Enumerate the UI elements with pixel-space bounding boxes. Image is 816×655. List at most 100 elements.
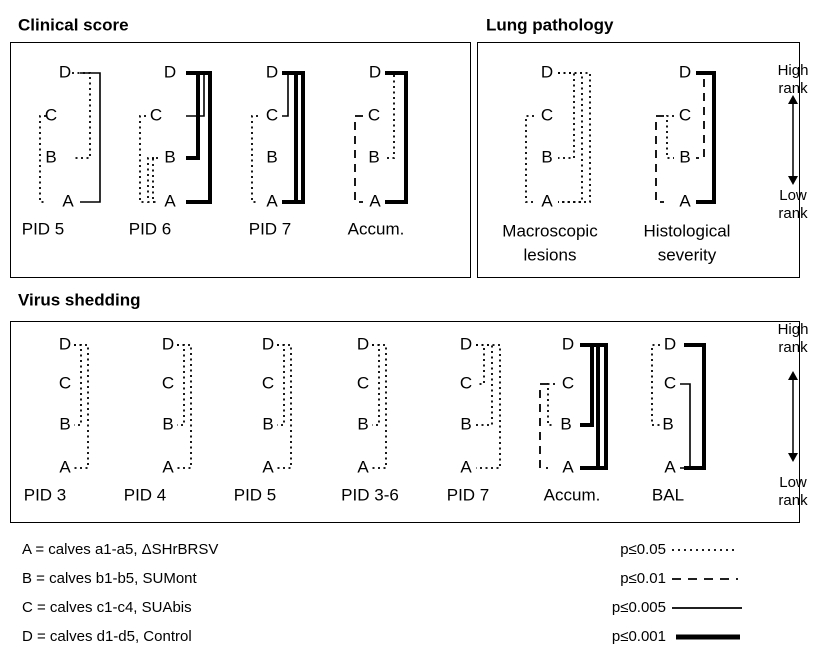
group-letter: C xyxy=(357,373,369,392)
panel-label: PID 5 xyxy=(22,219,65,238)
group-letter: B xyxy=(45,147,56,166)
significance-bracket xyxy=(152,157,158,203)
group-letter: B xyxy=(460,414,471,433)
virus-box xyxy=(10,321,800,523)
section-title: Lung pathology xyxy=(486,15,614,34)
group-letter: C xyxy=(679,105,691,124)
significance-bracket xyxy=(251,115,258,203)
legend-significance: p≤0.05 xyxy=(620,541,666,558)
arrow-head xyxy=(788,176,798,185)
group-letter: D xyxy=(59,62,71,81)
significance-bracket xyxy=(282,71,298,204)
significance-bracket xyxy=(39,115,46,203)
significance-bracket xyxy=(385,72,395,159)
group-letter: D xyxy=(262,334,274,353)
group-letter: A xyxy=(562,457,574,476)
significance-bracket xyxy=(666,115,674,159)
significance-bracket xyxy=(177,344,192,469)
group-letter: B xyxy=(59,414,70,433)
group-letter: D xyxy=(679,62,691,81)
significance-bracket xyxy=(655,115,664,203)
legend-lines xyxy=(672,549,742,640)
significance-bracket xyxy=(651,344,660,426)
group-letter: A xyxy=(59,457,71,476)
panel-label: lesions xyxy=(524,245,577,264)
panel-label: PID 3-6 xyxy=(341,485,399,504)
group-letter: B xyxy=(679,147,690,166)
significance-bracket xyxy=(558,72,583,203)
group-letter: C xyxy=(266,105,278,124)
significance-bracket xyxy=(354,115,363,203)
significance-bracket xyxy=(558,72,575,159)
panel-label: Macroscopic xyxy=(502,221,598,240)
significance-bracket xyxy=(684,343,706,470)
section-title: Virus shedding xyxy=(18,290,141,309)
panel-label: Histological xyxy=(644,221,731,240)
panel-label: Accum. xyxy=(544,485,601,504)
group-letter: A xyxy=(664,457,676,476)
panel-label: Accum. xyxy=(348,219,405,238)
lung-box xyxy=(477,42,800,278)
group-letter: C xyxy=(162,373,174,392)
group-letter: A xyxy=(460,457,472,476)
group-letter: B xyxy=(662,414,673,433)
group-letter: A xyxy=(679,191,691,210)
group-letter: C xyxy=(45,105,57,124)
panel-label: PID 5 xyxy=(234,485,277,504)
significance-bracket xyxy=(139,115,146,203)
group-letter: D xyxy=(357,334,369,353)
significance-bracket xyxy=(580,343,594,427)
rank-label: rank xyxy=(778,339,808,356)
significance-bracket xyxy=(580,343,608,470)
significance-bracket xyxy=(186,71,212,204)
group-letter: B xyxy=(357,414,368,433)
group-letter: A xyxy=(62,191,74,210)
group-letter: C xyxy=(562,373,574,392)
rank-label: High xyxy=(778,62,809,79)
significance-bracket xyxy=(277,344,292,469)
significance-bracket xyxy=(372,344,380,426)
group-letter: C xyxy=(460,373,472,392)
significance-bracket xyxy=(476,344,493,426)
significance-bracket xyxy=(74,344,82,426)
panel-label: severity xyxy=(658,245,717,264)
arrow-head xyxy=(788,371,798,380)
group-letter: B xyxy=(560,414,571,433)
group-letter: A xyxy=(164,191,176,210)
group-letter: C xyxy=(368,105,380,124)
panel-label: PID 6 xyxy=(129,219,172,238)
significance-bracket xyxy=(177,344,185,426)
group-letter: D xyxy=(664,334,676,353)
legend-group: B = calves b1-b5, SUMont xyxy=(22,570,198,587)
significance-bracket xyxy=(558,72,591,203)
significance-bracket xyxy=(372,344,387,469)
significance-bracket xyxy=(525,115,534,203)
clinical-box xyxy=(10,42,471,278)
group-letter: D xyxy=(59,334,71,353)
legend-significance: p≤0.005 xyxy=(612,599,666,616)
rank-label: rank xyxy=(778,80,808,97)
group-letter: D xyxy=(369,62,381,81)
significance-bracket xyxy=(476,344,501,469)
arrow-head xyxy=(788,453,798,462)
group-letter: D xyxy=(164,62,176,81)
group-letter: D xyxy=(266,62,278,81)
panel-label: PID 7 xyxy=(447,485,490,504)
significance-bracket xyxy=(282,71,305,204)
significance-bracket xyxy=(80,72,101,203)
significance-bracket xyxy=(547,383,555,426)
group-letter: A xyxy=(162,457,174,476)
group-letter: B xyxy=(266,147,277,166)
legend-significance: p≤0.001 xyxy=(612,628,666,645)
group-letter: C xyxy=(150,105,162,124)
group-letter: A xyxy=(541,191,553,210)
significance-bracket xyxy=(186,72,205,117)
legend-group: D = calves d1-d5, Control xyxy=(22,628,192,645)
group-letter: C xyxy=(541,105,553,124)
group-letter: D xyxy=(162,334,174,353)
rank-label: rank xyxy=(778,205,808,222)
legend-significance: p≤0.01 xyxy=(620,570,666,587)
significance-bracket xyxy=(696,72,705,159)
group-letter: A xyxy=(266,191,278,210)
